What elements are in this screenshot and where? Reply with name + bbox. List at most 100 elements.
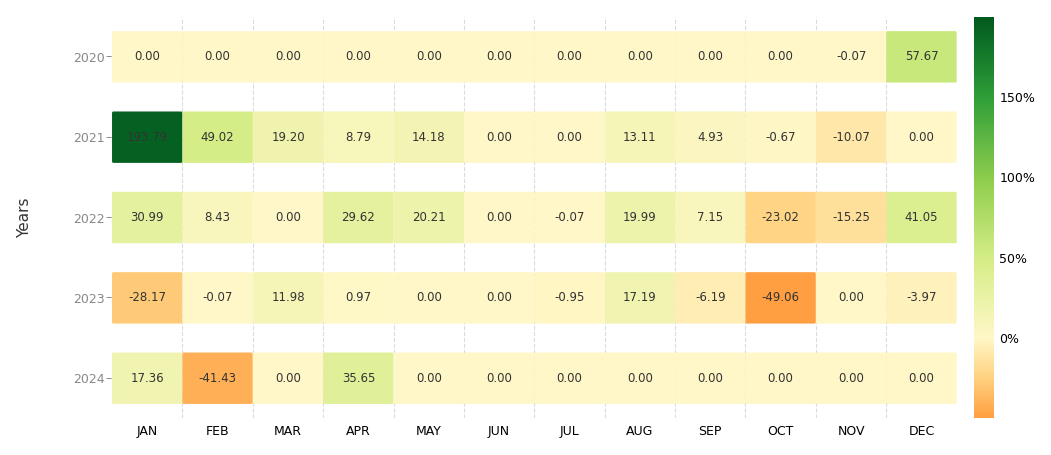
Text: –: – — [106, 291, 112, 304]
Text: 13.11: 13.11 — [623, 131, 657, 144]
FancyBboxPatch shape — [886, 31, 956, 82]
Text: -10.07: -10.07 — [832, 131, 870, 144]
Text: 19.20: 19.20 — [271, 131, 305, 144]
Text: 0.00: 0.00 — [275, 51, 301, 63]
FancyBboxPatch shape — [816, 111, 886, 163]
FancyBboxPatch shape — [112, 111, 183, 163]
Text: 29.62: 29.62 — [342, 211, 375, 224]
Text: 19.99: 19.99 — [623, 211, 657, 224]
Text: 17.19: 17.19 — [623, 291, 657, 304]
FancyBboxPatch shape — [604, 192, 675, 243]
FancyBboxPatch shape — [323, 192, 393, 243]
Text: 0.00: 0.00 — [135, 51, 160, 63]
Text: 14.18: 14.18 — [412, 131, 446, 144]
FancyBboxPatch shape — [675, 353, 745, 404]
FancyBboxPatch shape — [323, 353, 393, 404]
FancyBboxPatch shape — [604, 111, 675, 163]
FancyBboxPatch shape — [463, 111, 534, 163]
Text: 4.93: 4.93 — [697, 131, 723, 144]
FancyBboxPatch shape — [183, 31, 253, 82]
FancyBboxPatch shape — [886, 192, 956, 243]
FancyBboxPatch shape — [675, 31, 745, 82]
Text: -3.97: -3.97 — [906, 291, 936, 304]
Text: –: – — [106, 51, 112, 63]
Text: 0.00: 0.00 — [487, 291, 512, 304]
Text: -0.95: -0.95 — [554, 291, 584, 304]
Text: -28.17: -28.17 — [128, 291, 166, 304]
FancyBboxPatch shape — [323, 272, 393, 324]
FancyBboxPatch shape — [183, 192, 253, 243]
Text: -0.07: -0.07 — [836, 51, 866, 63]
Text: 193.79: 193.79 — [127, 131, 168, 144]
FancyBboxPatch shape — [253, 192, 323, 243]
Text: 0.00: 0.00 — [416, 51, 441, 63]
Text: 0.00: 0.00 — [275, 372, 301, 385]
Text: –: – — [106, 131, 112, 144]
FancyBboxPatch shape — [253, 31, 323, 82]
Text: 0.00: 0.00 — [908, 131, 934, 144]
FancyBboxPatch shape — [675, 111, 745, 163]
Text: 0.00: 0.00 — [767, 51, 794, 63]
Text: 0.00: 0.00 — [838, 372, 864, 385]
FancyBboxPatch shape — [745, 272, 816, 324]
Text: 0.00: 0.00 — [487, 51, 512, 63]
Y-axis label: Years: Years — [17, 197, 32, 238]
FancyBboxPatch shape — [886, 111, 956, 163]
FancyBboxPatch shape — [393, 353, 463, 404]
FancyBboxPatch shape — [183, 272, 253, 324]
Text: 0.00: 0.00 — [908, 372, 934, 385]
FancyBboxPatch shape — [323, 31, 393, 82]
Text: 11.98: 11.98 — [271, 291, 305, 304]
FancyBboxPatch shape — [112, 353, 183, 404]
FancyBboxPatch shape — [393, 31, 463, 82]
Text: 0.00: 0.00 — [557, 131, 582, 144]
Text: 8.43: 8.43 — [205, 211, 230, 224]
Text: -49.06: -49.06 — [762, 291, 800, 304]
Text: 0.00: 0.00 — [205, 51, 230, 63]
FancyBboxPatch shape — [745, 192, 816, 243]
Text: 0.00: 0.00 — [487, 372, 512, 385]
Text: 0.00: 0.00 — [627, 51, 653, 63]
FancyBboxPatch shape — [463, 272, 534, 324]
FancyBboxPatch shape — [534, 272, 604, 324]
Text: 7.15: 7.15 — [697, 211, 723, 224]
FancyBboxPatch shape — [253, 111, 323, 163]
FancyBboxPatch shape — [534, 353, 604, 404]
FancyBboxPatch shape — [816, 272, 886, 324]
FancyBboxPatch shape — [393, 111, 463, 163]
Text: 0.00: 0.00 — [487, 211, 512, 224]
Text: 35.65: 35.65 — [342, 372, 375, 385]
FancyBboxPatch shape — [323, 111, 393, 163]
Text: 49.02: 49.02 — [201, 131, 234, 144]
FancyBboxPatch shape — [253, 353, 323, 404]
Text: 0.00: 0.00 — [698, 372, 723, 385]
Text: 0.00: 0.00 — [627, 372, 653, 385]
FancyBboxPatch shape — [463, 192, 534, 243]
Text: -15.25: -15.25 — [832, 211, 870, 224]
Text: -0.07: -0.07 — [554, 211, 584, 224]
Text: 17.36: 17.36 — [130, 372, 164, 385]
FancyBboxPatch shape — [183, 111, 253, 163]
Text: 0.00: 0.00 — [767, 372, 794, 385]
FancyBboxPatch shape — [393, 192, 463, 243]
FancyBboxPatch shape — [112, 192, 183, 243]
FancyBboxPatch shape — [745, 353, 816, 404]
Text: 0.00: 0.00 — [557, 51, 582, 63]
Text: 0.00: 0.00 — [838, 291, 864, 304]
FancyBboxPatch shape — [112, 272, 183, 324]
Text: -0.07: -0.07 — [203, 291, 232, 304]
FancyBboxPatch shape — [816, 192, 886, 243]
FancyBboxPatch shape — [253, 272, 323, 324]
FancyBboxPatch shape — [886, 353, 956, 404]
Text: -0.67: -0.67 — [765, 131, 796, 144]
Text: 20.21: 20.21 — [412, 211, 446, 224]
FancyBboxPatch shape — [183, 353, 253, 404]
FancyBboxPatch shape — [534, 111, 604, 163]
Text: -23.02: -23.02 — [762, 211, 800, 224]
FancyBboxPatch shape — [604, 272, 675, 324]
FancyBboxPatch shape — [463, 31, 534, 82]
FancyBboxPatch shape — [745, 111, 816, 163]
FancyBboxPatch shape — [604, 31, 675, 82]
Text: 0.00: 0.00 — [416, 372, 441, 385]
Text: 57.67: 57.67 — [905, 51, 939, 63]
